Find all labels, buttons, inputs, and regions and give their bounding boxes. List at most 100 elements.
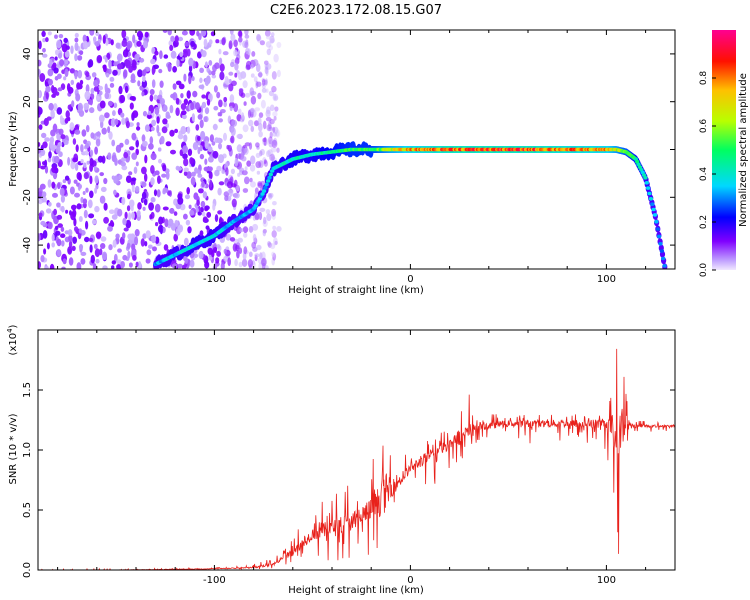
heatmap-cell [254,253,260,258]
heatmap-cell [272,201,277,206]
heatmap-cell [141,191,147,199]
heatmap-cell [267,126,274,131]
heatmap-cell [183,237,189,246]
heatmap-cell [46,116,52,121]
heatmap-cell [90,132,95,139]
heatmap-cell [208,39,213,45]
heatmap-cell [85,84,90,94]
heatmap-cell [200,200,206,208]
heatmap-cell [183,171,188,177]
heatmap-cell [151,47,156,54]
heatmap-cell [190,40,196,48]
heatmap-cell [108,68,112,75]
heatmap-cell [258,131,263,138]
colorbar-ticks: 0.0 0.2 0.4 0.6 0.8 [699,71,716,277]
heatmap-cell [243,101,247,106]
heatmap-cell [137,80,141,87]
heatmap-cell [651,207,656,212]
heatmap-cell [170,93,176,99]
heatmap-cell [269,104,275,112]
heatmap-cell [149,136,154,145]
heatmap-cell [269,192,274,198]
heatmap-cell [78,109,85,117]
heatmap-cell [56,202,61,208]
heatmap-cell [65,209,69,214]
heatmap-cell [49,140,54,150]
heatmap-cell [186,126,191,134]
heatmap-cell [234,192,240,199]
heatmap-cell [59,115,63,122]
snr-x-axis-label: Height of straight line (km) [288,585,424,596]
heatmap-cell [174,128,179,134]
heatmap-cell [64,49,70,58]
heatmap-cell [218,181,225,186]
heatmap-cell [238,72,243,81]
heatmap-cell [262,230,266,237]
heatmap-cell [206,211,212,218]
heatmap-cell [209,134,214,143]
heatmap-cell [119,142,124,148]
heatmap-cell [197,169,202,176]
svg-text:(x104): (x104) [6,324,19,355]
heatmap-cell [44,165,49,174]
heatmap-cell [248,251,253,258]
colorbar-tick-label: 0.4 [699,167,709,182]
heatmap-cell [80,159,84,164]
heatmap-cell [177,263,183,269]
heatmap-cell [105,72,110,78]
heatmap-cell [58,34,64,39]
heatmap-cell [93,79,98,87]
heatmap-cell [67,246,73,255]
heatmap-cell [150,197,156,203]
heatmap-cell [104,112,110,119]
heatmap-cell [215,39,220,44]
heatmap-cell [42,48,46,53]
heatmap-cell [103,64,107,73]
heatmap-cell [129,199,135,208]
heatmap-cell [276,69,281,78]
heatmap-cell [170,35,175,42]
heatmap-cell [235,158,239,165]
heatmap-cell [56,238,62,247]
heatmap-cell [94,175,99,184]
heatmap-cell [132,254,137,261]
heatmap-cell [40,165,46,170]
heatmap-cell [272,131,278,137]
heatmap-cell [245,47,250,55]
heatmap-cell [81,129,87,137]
heatmap-cell [109,76,115,82]
heatmap-cell [55,49,60,56]
heatmap-cell [64,117,69,124]
heatmap-cell [216,244,221,249]
heatmap-cell [220,262,225,269]
heatmap-cell [113,175,119,184]
heatmap-cell [275,129,281,138]
heatmap-cell [245,60,252,70]
heatmap-cell [96,95,100,101]
heatmap-cell [237,30,243,37]
heatmap-cell [255,152,261,158]
heatmap-cell [183,73,187,82]
heatmap-cell [70,79,75,85]
heatmap-cell [230,127,236,136]
heatmap-cell [272,126,276,133]
heatmap-cell [164,218,169,228]
heatmap-cell [244,166,248,171]
spectrogram-y-ticks: -40 -20 0 20 40 [22,48,675,253]
snr-y-ticks: 0.0 0.5 1.0 1.5 [22,382,675,578]
colorbar-tick-label: 0.2 [699,215,709,229]
heatmap-cell [67,86,74,94]
heatmap-cell [165,114,171,119]
heatmap-cell [200,130,206,140]
heatmap-cell [162,206,169,211]
heatmap-cell [69,186,75,195]
heatmap-cell [228,40,233,49]
heatmap-cell [161,173,167,178]
heatmap-cell [255,161,262,169]
heatmap-cell [126,242,131,250]
heatmap-cell [83,209,88,219]
colorbar-label: Normalized spectral amplitude [738,73,749,227]
heatmap-cell [234,72,238,78]
heatmap-cell [116,259,122,265]
